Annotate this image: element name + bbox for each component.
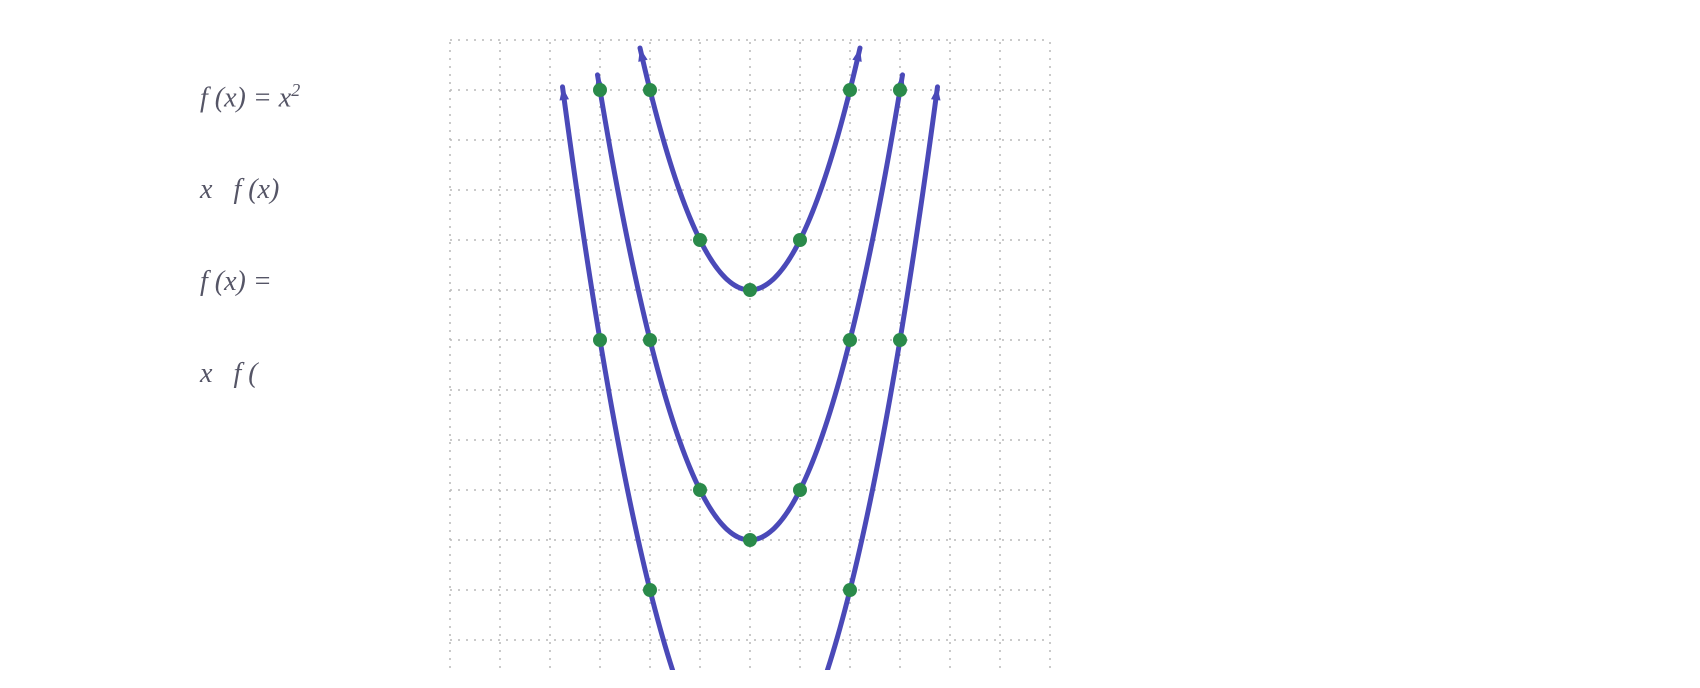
formula-1-text: f (x) = x xyxy=(200,82,291,113)
formula-labels: f (x) = x2 x f (x) f (x) = x f ( xyxy=(200,80,300,450)
formula-2b: f (x) xyxy=(233,174,279,205)
formula-4a: x xyxy=(200,358,212,389)
parabola-chart xyxy=(420,20,1170,670)
formula-1: f (x) = x2 xyxy=(200,80,300,114)
formula-4: x f ( xyxy=(200,358,300,390)
formula-4b: f ( xyxy=(233,358,257,389)
formula-1-sup: 2 xyxy=(291,80,300,100)
formula-3-text: f (x) = xyxy=(200,266,272,297)
figure-container: f (x) = x2 x f (x) f (x) = x f ( xyxy=(0,0,1700,688)
formula-2a: x xyxy=(200,174,212,205)
formula-3: f (x) = xyxy=(200,266,300,298)
formula-2: x f (x) xyxy=(200,174,300,206)
